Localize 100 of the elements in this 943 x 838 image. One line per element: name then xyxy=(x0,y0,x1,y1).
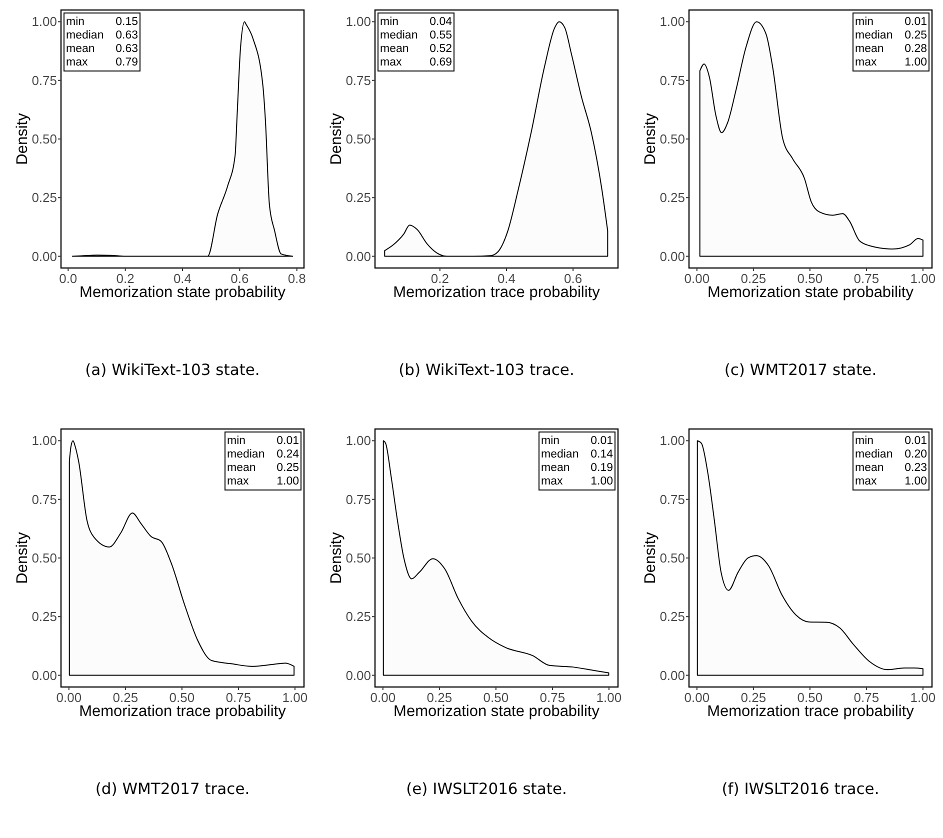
text: max 0.79 xyxy=(66,56,138,68)
x-tick-label: 0.00 xyxy=(370,690,396,705)
text: mean 0.19 xyxy=(541,462,613,474)
text: min 0.01 xyxy=(227,435,299,447)
text: (b) WikiText-103 trace. xyxy=(398,361,574,379)
text: max 1.00 xyxy=(855,56,927,68)
text: mean 0.28 xyxy=(855,43,927,55)
x-tick-label: 1.00 xyxy=(910,690,936,705)
y-tick-label: 0.00 xyxy=(32,248,57,264)
y-tick-label: 0.50 xyxy=(346,550,371,566)
text: (d) WMT2017 trace. xyxy=(95,780,250,798)
y-tick-label: 0.25 xyxy=(32,609,57,624)
annotation: median 0.20 xyxy=(855,448,927,460)
x-tick-label: 1.00 xyxy=(910,271,936,286)
y-tick-label: 0.75 xyxy=(346,492,371,507)
x-axis-title: Memorization state probability xyxy=(394,703,600,720)
text: min 0.01 xyxy=(541,435,613,447)
text: (e) IWSLT2016 state. xyxy=(406,780,567,798)
y-tick-label: 0.75 xyxy=(32,72,57,88)
y-axis-title: Density xyxy=(642,532,659,584)
y-tick-label: 0.00 xyxy=(660,248,685,264)
x-tick-label: 0.50 xyxy=(169,690,195,705)
y-tick-label: 1.00 xyxy=(346,433,371,448)
y-tick-label: 0.00 xyxy=(660,668,685,683)
x-axis-title: Memorization trace probability xyxy=(707,703,914,720)
y-axis-title: Density xyxy=(642,112,659,165)
y-tick-label: 0.50 xyxy=(660,550,685,566)
x-tick-label: 0.50 xyxy=(483,690,509,705)
x-tick-label: 0.0 xyxy=(59,271,78,286)
text: max 0.69 xyxy=(380,56,452,68)
x-tick-label: 1.00 xyxy=(596,690,622,705)
x-tick-label: 0.25 xyxy=(426,690,452,705)
text: min 0.15 xyxy=(66,16,138,28)
text: min 0.01 xyxy=(855,435,927,447)
y-tick-label: 0.25 xyxy=(660,609,685,624)
y-tick-label: 1.00 xyxy=(660,433,685,448)
x-axis-title: Memorization state probability xyxy=(80,284,286,301)
x-tick-label: 0.6 xyxy=(230,271,249,286)
annotation: median 0.55 xyxy=(380,30,452,42)
text: (a) WikiText-103 state. xyxy=(85,361,260,379)
annotation: median 0.14 xyxy=(541,448,614,460)
y-tick-label: 0.25 xyxy=(346,190,371,206)
x-tick-label: 0.8 xyxy=(288,271,306,286)
x-tick-label: 0.2 xyxy=(430,271,449,286)
x-tick-label: 0.25 xyxy=(112,690,138,705)
annotation: median 0.25 xyxy=(855,30,927,42)
text: (c) WMT2017 state. xyxy=(724,361,877,379)
x-tick-label: 0.4 xyxy=(173,271,192,286)
y-tick-label: 0.25 xyxy=(32,190,57,206)
y-axis-title: Density xyxy=(14,532,31,584)
y-tick-label: 1.00 xyxy=(32,433,57,448)
text: max 1.00 xyxy=(855,476,927,488)
text: mean 0.63 xyxy=(66,43,138,55)
x-tick-label: 0.75 xyxy=(540,690,566,705)
annotation: median 0.24 xyxy=(227,448,300,460)
y-tick-label: 0.25 xyxy=(660,190,685,206)
x-tick-label: 0.75 xyxy=(854,271,880,286)
text: max 1.00 xyxy=(227,476,299,488)
y-axis-title: Density xyxy=(328,532,345,584)
y-tick-label: 0.75 xyxy=(346,72,371,88)
y-tick-label: 0.00 xyxy=(346,248,371,264)
x-tick-label: 0.00 xyxy=(684,271,710,286)
x-tick-label: 0.2 xyxy=(116,271,134,286)
x-tick-label: 0.75 xyxy=(854,690,880,705)
annotation: median 0.63 xyxy=(66,30,138,42)
x-tick-label: 0.25 xyxy=(740,271,766,286)
y-tick-label: 0.00 xyxy=(346,668,371,683)
y-tick-label: 0.00 xyxy=(32,668,57,683)
y-tick-label: 1.00 xyxy=(660,14,685,30)
y-tick-label: 0.50 xyxy=(32,550,57,566)
text: (f) IWSLT2016 trace. xyxy=(722,780,880,798)
x-tick-label: 0.75 xyxy=(226,690,252,705)
x-tick-label: 0.25 xyxy=(740,690,766,705)
x-axis-title: Memorization trace probability xyxy=(79,703,286,720)
text: max 1.00 xyxy=(541,476,613,488)
y-tick-label: 0.75 xyxy=(32,492,57,507)
y-axis-title: Density xyxy=(14,112,31,165)
x-tick-label: 0.50 xyxy=(797,690,823,705)
x-tick-label: 0.00 xyxy=(684,690,710,705)
text: min 0.04 xyxy=(380,16,452,28)
y-tick-label: 0.75 xyxy=(660,72,685,88)
text: mean 0.23 xyxy=(855,462,927,474)
text: min 0.01 xyxy=(855,16,927,28)
y-tick-label: 1.00 xyxy=(32,14,57,30)
x-tick-label: 0.6 xyxy=(564,271,582,286)
x-tick-label: 0.50 xyxy=(797,271,823,286)
x-tick-label: 0.00 xyxy=(56,690,82,705)
y-tick-label: 1.00 xyxy=(346,14,371,30)
text: mean 0.25 xyxy=(227,462,299,474)
y-axis-title: Density xyxy=(328,112,345,165)
x-axis-title: Memorization state probability xyxy=(708,284,914,301)
y-tick-label: 0.75 xyxy=(660,492,685,507)
y-tick-label: 0.50 xyxy=(346,132,371,146)
y-tick-label: 0.25 xyxy=(346,609,371,624)
text: mean 0.52 xyxy=(380,43,452,55)
x-tick-label: 0.4 xyxy=(497,271,516,286)
x-axis-title: Memorization trace probability xyxy=(393,284,600,301)
y-tick-label: 0.50 xyxy=(660,132,685,146)
x-tick-label: 1.00 xyxy=(282,690,308,705)
y-tick-label: 0.50 xyxy=(32,132,57,146)
